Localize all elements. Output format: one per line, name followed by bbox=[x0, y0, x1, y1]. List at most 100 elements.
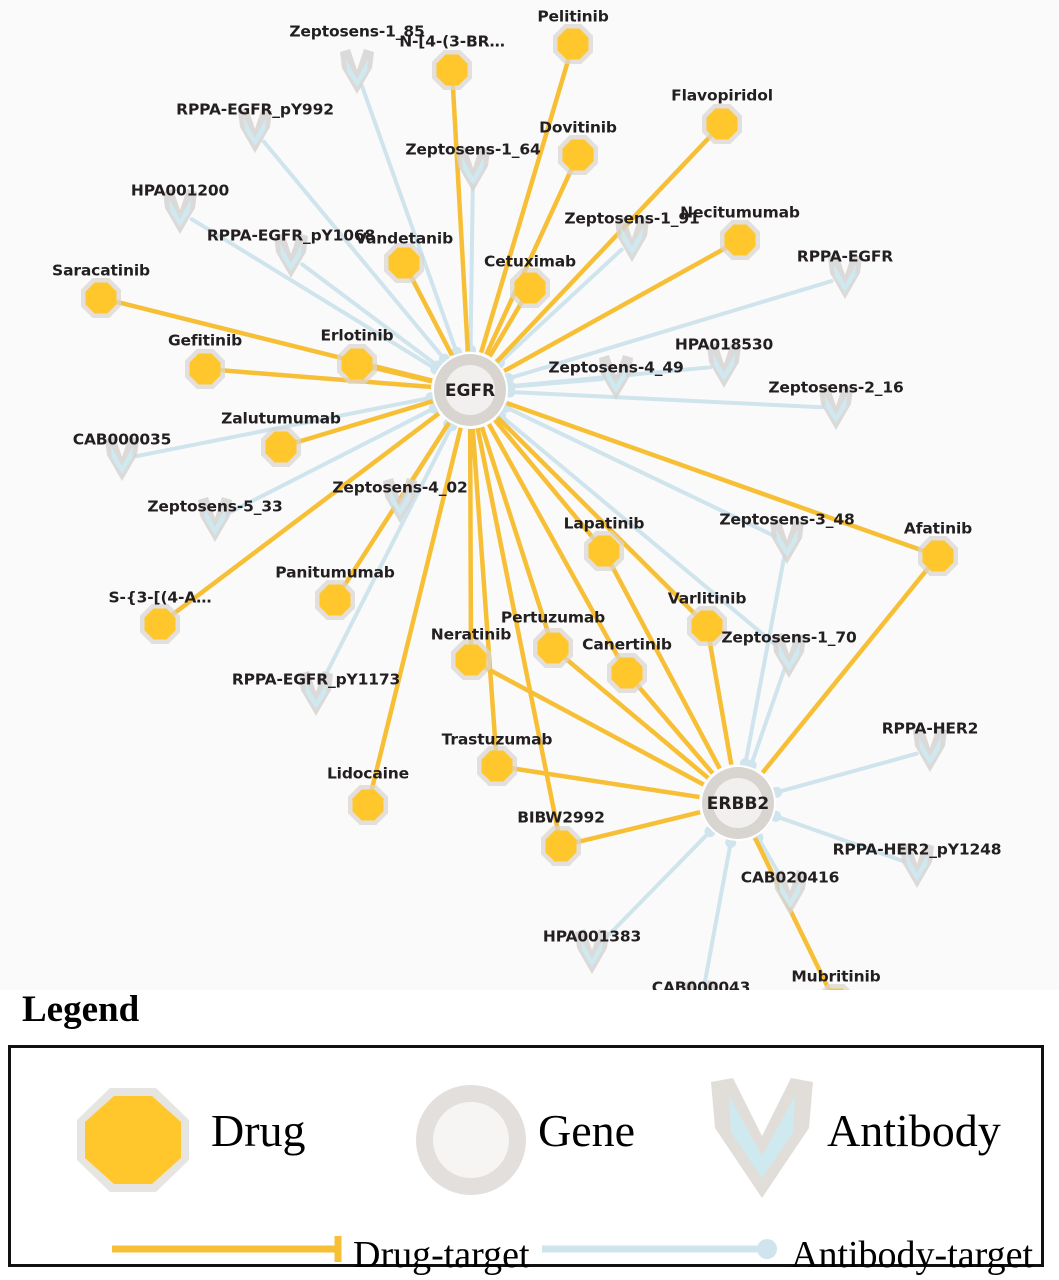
drug-target-edge[interactable] bbox=[481, 664, 705, 787]
drug-target-edge[interactable] bbox=[502, 244, 730, 374]
antibody-node[interactable] bbox=[772, 633, 806, 678]
drug-target-edge[interactable] bbox=[506, 400, 927, 554]
drug-target-edge[interactable] bbox=[169, 411, 441, 618]
drug-node[interactable] bbox=[510, 268, 550, 308]
network-graph-svg[interactable]: EGFR ERBB2 bbox=[0, 0, 1059, 990]
antibody-target-edge[interactable] bbox=[300, 262, 440, 369]
antibody-node[interactable] bbox=[274, 233, 308, 278]
antibody-node[interactable] bbox=[599, 355, 633, 400]
antibody-node[interactable] bbox=[238, 108, 272, 153]
antibody-target-edge[interactable] bbox=[701, 840, 733, 990]
drug-target-edge[interactable] bbox=[470, 428, 499, 754]
antibody-node[interactable] bbox=[575, 929, 609, 974]
antibody-node[interactable] bbox=[383, 478, 417, 523]
drug-node[interactable] bbox=[607, 653, 647, 693]
antibody-target-edge[interactable] bbox=[743, 553, 787, 766]
antibody-target-edge[interactable] bbox=[320, 423, 454, 684]
antibody-node[interactable] bbox=[773, 870, 807, 915]
drug-target-edge[interactable] bbox=[561, 654, 710, 780]
drug-target-edge[interactable] bbox=[753, 837, 832, 990]
antibody-node[interactable] bbox=[770, 519, 804, 564]
antibody-target-edge[interactable] bbox=[225, 406, 437, 516]
drug-node[interactable] bbox=[337, 344, 377, 384]
antibody-node[interactable] bbox=[819, 385, 853, 430]
drug-target-edge[interactable] bbox=[475, 427, 561, 834]
antibody-node[interactable] bbox=[913, 727, 947, 772]
antibody-node[interactable] bbox=[615, 217, 649, 262]
antibody-target-edge[interactable] bbox=[498, 413, 781, 650]
antibody-target-edge[interactable] bbox=[189, 217, 438, 372]
antibody-node[interactable] bbox=[340, 49, 374, 94]
gene-node-label: EGFR bbox=[445, 381, 495, 401]
drug-target-edge[interactable] bbox=[368, 427, 463, 793]
legend: Legend Drug Gene Antibody Drug-target bbox=[0, 990, 1059, 1280]
drug-node[interactable] bbox=[541, 826, 581, 866]
drug-node[interactable] bbox=[384, 243, 424, 283]
antibody-node[interactable] bbox=[900, 843, 934, 888]
drug-node[interactable] bbox=[348, 785, 388, 825]
gene-node[interactable]: ERBB2 bbox=[700, 765, 776, 841]
antibody-target-edge[interactable] bbox=[599, 829, 713, 945]
antibody-target-edge[interactable] bbox=[497, 247, 624, 365]
antibody-node[interactable] bbox=[707, 343, 741, 388]
drug-target-edge[interactable] bbox=[450, 82, 471, 352]
drug-node[interactable] bbox=[261, 427, 301, 467]
drug-node[interactable] bbox=[81, 278, 121, 318]
drug-target-edge[interactable] bbox=[478, 55, 572, 354]
drug-target-edge[interactable] bbox=[217, 367, 432, 390]
antibody-target-edge[interactable] bbox=[359, 83, 459, 355]
antibody-target-edge[interactable] bbox=[507, 377, 605, 389]
antibody-target-edge[interactable] bbox=[774, 751, 919, 795]
drug-node[interactable] bbox=[432, 50, 472, 90]
drug-target-edge[interactable] bbox=[292, 399, 434, 446]
gene-node[interactable]: EGFR bbox=[432, 352, 508, 428]
drug-node[interactable] bbox=[558, 135, 598, 175]
drug-node[interactable] bbox=[702, 104, 742, 144]
drug-target-edge[interactable] bbox=[495, 131, 715, 364]
antibody-target-edge[interactable] bbox=[506, 279, 834, 381]
drug-node[interactable] bbox=[918, 536, 958, 576]
antibody-node[interactable] bbox=[198, 497, 232, 542]
drug-target-edge[interactable] bbox=[479, 426, 552, 637]
drug-node[interactable] bbox=[533, 628, 573, 668]
drug-node[interactable] bbox=[477, 746, 517, 786]
drug-target-edge[interactable] bbox=[484, 165, 575, 356]
drug-node[interactable] bbox=[687, 606, 727, 646]
drug-target-edge[interactable] bbox=[573, 810, 701, 846]
drug-target-edge[interactable] bbox=[493, 418, 598, 543]
drug-target-edge[interactable] bbox=[496, 415, 700, 619]
drug-target-edge[interactable] bbox=[487, 298, 526, 358]
drug-node[interactable] bbox=[140, 604, 180, 644]
antibody-node[interactable] bbox=[105, 436, 139, 481]
legend-box: Drug Gene Antibody Drug-target Antibody-… bbox=[8, 1045, 1044, 1274]
network-canvas[interactable]: EGFR ERBB2 Zeptosens-1_85 RPPA-EGFR_pY992 Z… bbox=[0, 0, 1059, 995]
antibody-target-edge[interactable] bbox=[504, 405, 777, 538]
drug-node[interactable] bbox=[451, 640, 491, 680]
drug-target-edge[interactable] bbox=[407, 273, 455, 357]
drug-node[interactable] bbox=[185, 349, 225, 389]
antibody-node[interactable] bbox=[828, 254, 862, 299]
drug-target-edge[interactable] bbox=[760, 564, 932, 775]
drug-node[interactable] bbox=[816, 984, 856, 990]
antibody-node[interactable] bbox=[299, 671, 333, 716]
drug-target-edge[interactable] bbox=[369, 364, 433, 384]
antibody-target-edge[interactable] bbox=[261, 139, 447, 362]
drug-target-edge[interactable] bbox=[707, 638, 734, 765]
drug-target-edge[interactable] bbox=[467, 428, 474, 648]
antibody-target-edge[interactable] bbox=[507, 389, 825, 410]
drug-node[interactable] bbox=[553, 24, 593, 64]
antibody-node[interactable] bbox=[456, 147, 490, 192]
antibody-node[interactable] bbox=[684, 980, 718, 990]
antibody-node[interactable] bbox=[163, 189, 197, 234]
drug-node[interactable] bbox=[584, 531, 624, 571]
antibody-target-edge[interactable] bbox=[773, 814, 906, 864]
antibody-target-edge[interactable] bbox=[468, 181, 475, 353]
drug-target-edge[interactable] bbox=[608, 561, 722, 770]
drug-node[interactable] bbox=[315, 580, 355, 620]
drug-target-edge[interactable] bbox=[509, 765, 700, 800]
antibody-target-edge[interactable] bbox=[749, 667, 787, 768]
drug-target-edge[interactable] bbox=[486, 423, 623, 663]
drug-node[interactable] bbox=[720, 220, 760, 260]
drug-target-edge[interactable] bbox=[633, 681, 715, 775]
